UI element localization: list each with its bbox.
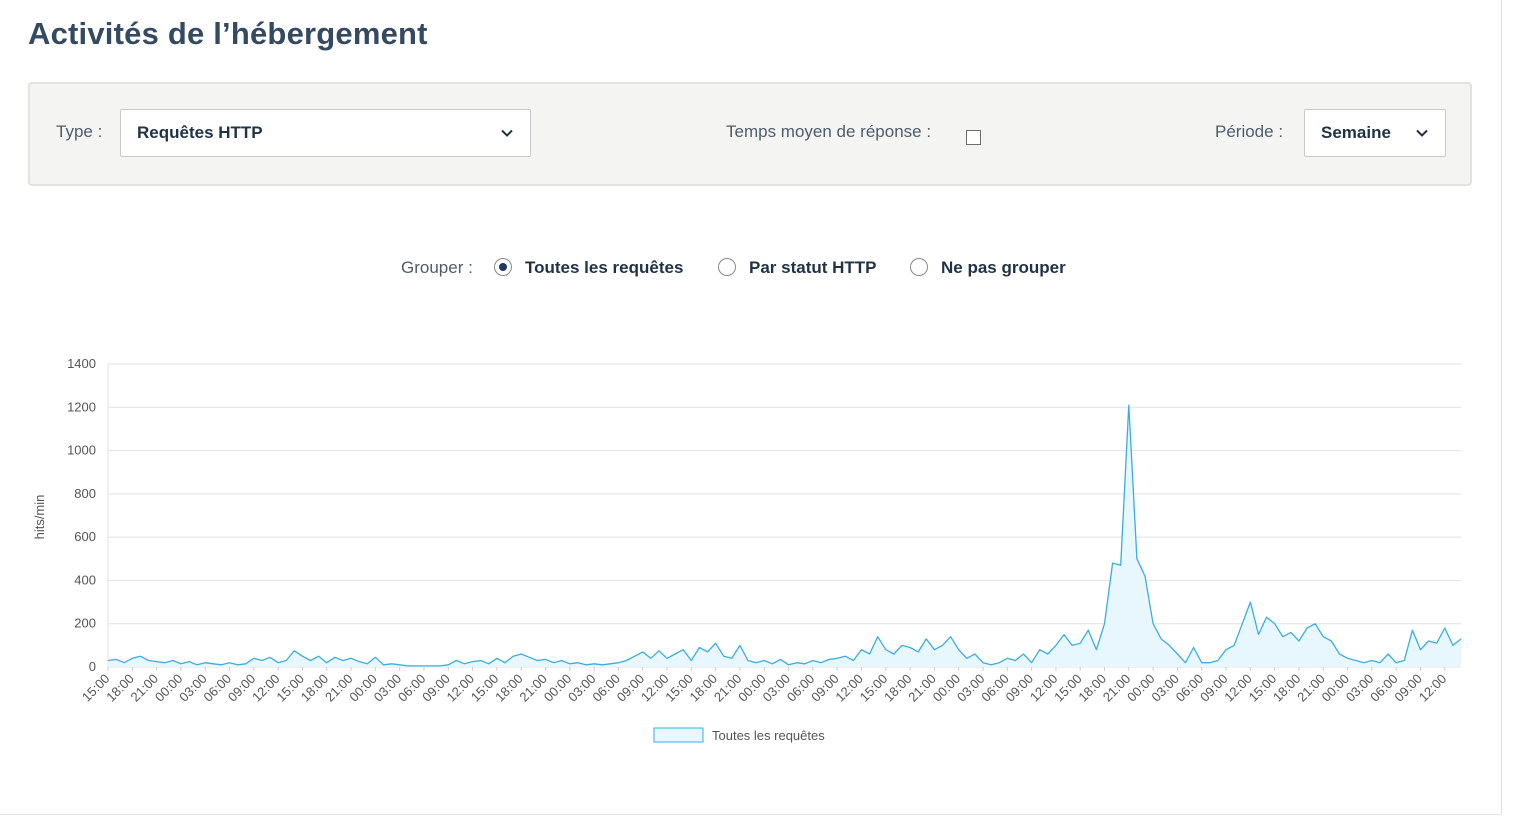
legend-swatch	[653, 727, 704, 743]
period-value: Semaine	[1321, 123, 1391, 142]
radio-label: Par statut HTTP	[749, 258, 877, 277]
chevron	[1416, 129, 1428, 137]
x-tick-label: 12:00	[1416, 671, 1450, 705]
radio-label: Ne pas grouper	[941, 258, 1066, 277]
response-checkbox[interactable]	[966, 130, 981, 145]
period-label: Période :	[1215, 122, 1284, 141]
radio	[718, 258, 736, 276]
y-tick-label: 200	[74, 616, 96, 631]
legend-label: Toutes les requêtes	[712, 728, 825, 743]
y-tick-label: 400	[74, 572, 96, 587]
card-border	[0, 814, 1502, 815]
y-tick-label: 600	[74, 529, 96, 544]
y-tick-label: 1000	[67, 443, 96, 458]
y-tick-label: 0	[89, 659, 96, 674]
series-line	[107, 404, 1462, 667]
card-border	[1501, 0, 1502, 815]
page-title: Activités de l’hébergement	[28, 16, 428, 51]
radio	[494, 258, 512, 276]
y-axis-label: hits/min	[32, 495, 47, 540]
period-select[interactable]: Semaine	[1304, 109, 1446, 157]
y-tick-label: 1400	[67, 356, 96, 371]
group-label: Grouper :	[401, 258, 473, 277]
type-value: Requêtes HTTP	[137, 123, 263, 142]
chevron	[501, 129, 513, 137]
y-tick-label: 1200	[67, 399, 96, 414]
response-label: Temps moyen de réponse :	[726, 122, 932, 141]
radio	[910, 258, 928, 276]
type-label: Type :	[56, 122, 103, 141]
radio-label: Toutes les requêtes	[525, 258, 684, 277]
filter-bar: Type : Requêtes HTTP Temps moyen de répo…	[28, 82, 1472, 186]
y-tick-label: 800	[74, 486, 96, 501]
area-fill	[108, 405, 1461, 667]
type-select[interactable]: Requêtes HTTP	[120, 109, 531, 157]
chart: hits/min 020040060080010001200140015:001…	[32, 356, 1462, 743]
